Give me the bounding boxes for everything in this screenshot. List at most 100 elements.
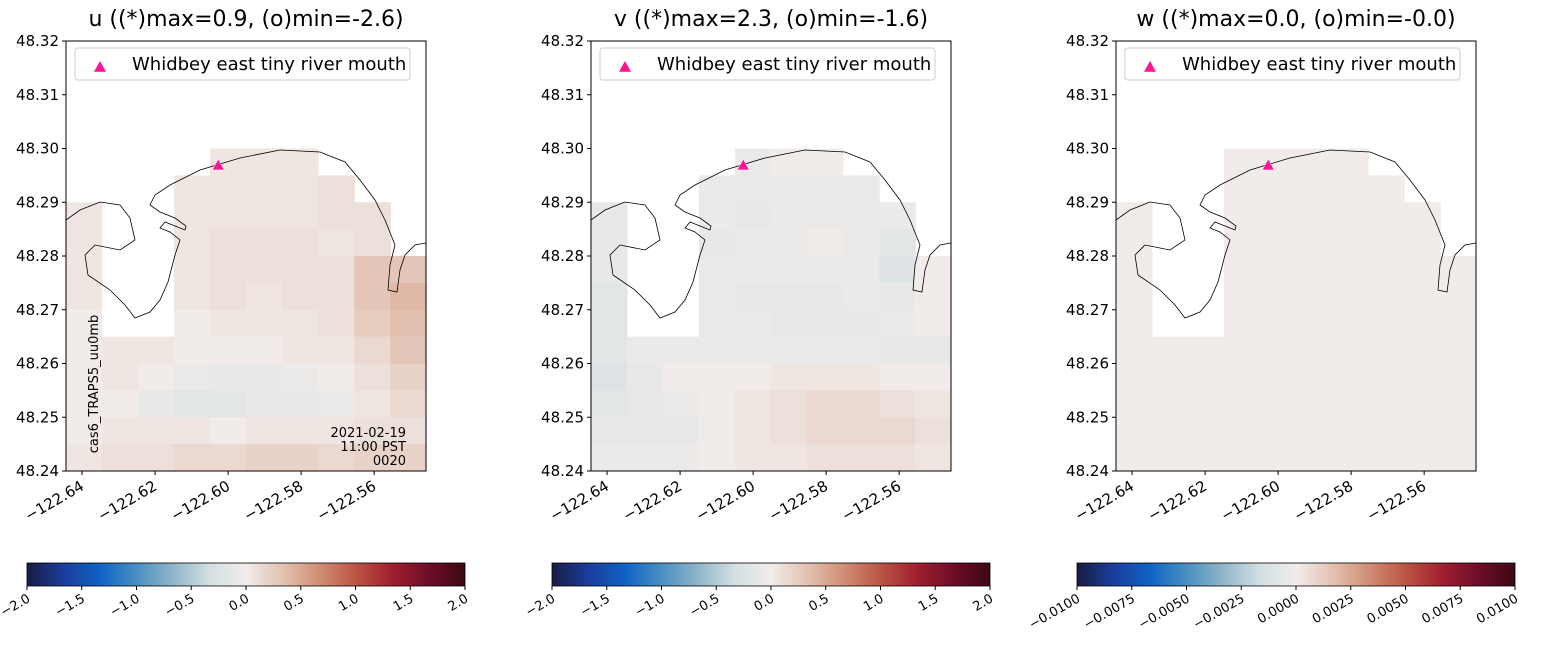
- cell: [1296, 202, 1333, 230]
- cell: [626, 363, 664, 391]
- cell: [1404, 444, 1441, 471]
- cell: [246, 256, 283, 284]
- cell: [1116, 229, 1153, 257]
- y-tick-label: 48.26: [541, 355, 584, 373]
- cell: [879, 336, 916, 364]
- cell: [735, 309, 772, 338]
- cell: [173, 390, 211, 418]
- cell: [698, 256, 736, 284]
- cell: [138, 336, 175, 364]
- cell: [66, 390, 103, 418]
- cell: [210, 336, 247, 364]
- cell: [698, 417, 736, 445]
- cell: [1440, 363, 1476, 391]
- y-tick-label: 48.28: [16, 247, 59, 265]
- colorbar-tick-label: −2.0: [523, 591, 558, 620]
- cell: [354, 309, 391, 338]
- colorbar-tick-label: −0.0100: [1027, 591, 1083, 632]
- cell: [318, 417, 355, 445]
- cell: [173, 202, 211, 230]
- cell: [354, 390, 391, 418]
- cell: [1404, 282, 1441, 311]
- cell: [210, 417, 247, 445]
- cell: [210, 202, 247, 230]
- colorbar-tick-label: −0.5: [162, 591, 197, 620]
- cell: [281, 309, 319, 338]
- cell: [735, 282, 772, 311]
- cell: [1116, 444, 1153, 471]
- cell: [173, 417, 211, 445]
- cell: [843, 444, 880, 471]
- chart-title: u ((*)max=0.9, (o)min=-2.6): [88, 7, 403, 32]
- cell: [735, 148, 772, 176]
- cell: [663, 363, 700, 391]
- cell: [626, 444, 664, 471]
- cell: [771, 202, 808, 230]
- cell: [1296, 282, 1333, 311]
- colorbar-tick-label: −0.0050: [1136, 591, 1192, 632]
- cell: [138, 363, 175, 391]
- cell: [663, 417, 700, 445]
- cell: [735, 202, 772, 230]
- cell: [698, 229, 736, 257]
- cell: [1260, 148, 1297, 176]
- cell: [1188, 390, 1225, 418]
- cell: [735, 336, 772, 364]
- cell: [1368, 229, 1405, 257]
- colorbar-tick-label: −1.5: [53, 591, 88, 620]
- cell: [1440, 309, 1476, 338]
- cell: [1260, 229, 1297, 257]
- y-tick-label: 48.27: [1066, 301, 1109, 319]
- colorbar: [1076, 562, 1516, 587]
- cell: [1260, 175, 1297, 203]
- cell: [1296, 444, 1333, 471]
- cell: [1440, 444, 1476, 471]
- y-tick-label: 48.31: [541, 86, 584, 104]
- cell: [1368, 363, 1405, 391]
- cell: [1260, 363, 1297, 391]
- cell: [1404, 390, 1441, 418]
- cell: [354, 256, 391, 284]
- cell: [390, 309, 426, 338]
- cell: [1223, 256, 1261, 284]
- colorbar-tick-label: −1.0: [633, 591, 668, 620]
- cell: [771, 229, 808, 257]
- run-label: cas6_TRAPS5_uu0mb: [87, 315, 102, 454]
- cell: [318, 202, 355, 230]
- cell: [1260, 256, 1297, 284]
- cell: [1223, 202, 1261, 230]
- legend-box: [599, 47, 936, 81]
- cell: [246, 417, 283, 445]
- cell: [735, 175, 772, 203]
- y-tick-label: 48.24: [16, 462, 59, 480]
- y-tick-label: 48.25: [16, 408, 59, 426]
- cell: [1296, 148, 1333, 176]
- y-tick-label: 48.24: [541, 462, 584, 480]
- cell: [1368, 417, 1405, 445]
- cell: [210, 256, 247, 284]
- cell: [1260, 309, 1297, 338]
- x-tick-label: −122.62: [95, 477, 160, 525]
- cell: [281, 363, 319, 391]
- x-tick-label: −122.62: [1145, 477, 1210, 525]
- cell: [806, 229, 844, 257]
- cell: [246, 390, 283, 418]
- cell: [915, 309, 951, 338]
- cell: [1331, 336, 1369, 364]
- legend-marker: [94, 61, 106, 72]
- cell: [281, 282, 319, 311]
- cell: [66, 256, 103, 284]
- colorbar-tick-label: 0.0100: [1474, 591, 1521, 627]
- cell: [210, 363, 247, 391]
- cell: [1368, 202, 1405, 230]
- cell: [1116, 256, 1153, 284]
- cell: [698, 309, 736, 338]
- cell: [1260, 417, 1297, 445]
- cell: [1331, 309, 1369, 338]
- cell: [626, 417, 664, 445]
- cell: [1404, 229, 1441, 257]
- x-tick-label: −122.64: [547, 477, 612, 525]
- cell: [1188, 417, 1225, 445]
- cell: [915, 336, 951, 364]
- y-tick-label: 48.32: [541, 32, 584, 50]
